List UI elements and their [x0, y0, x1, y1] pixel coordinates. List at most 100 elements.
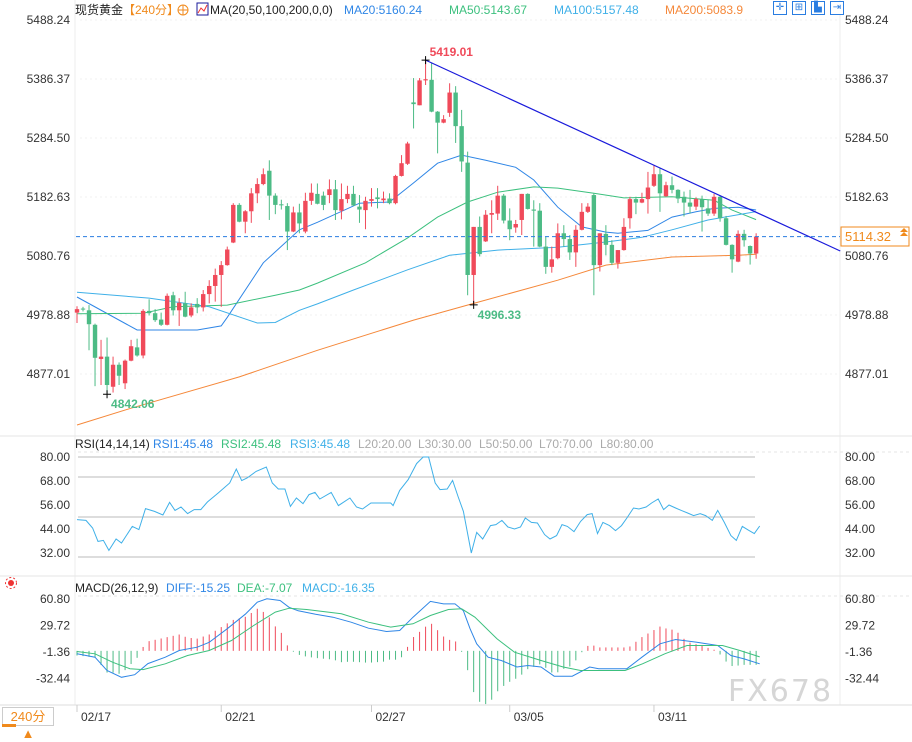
candle-body [176, 302, 182, 311]
candle [387, 193, 392, 205]
scroll-to-latest-icon[interactable] [900, 228, 908, 236]
rsi-name: RSI(14,14,14) [75, 437, 150, 451]
candle [116, 362, 122, 386]
instrument-name: 现货黄金 [75, 2, 123, 17]
candle [291, 206, 296, 233]
trendline [425, 59, 841, 252]
indicator-chart-icon[interactable] [196, 2, 209, 16]
candle-body [627, 199, 633, 219]
candle [110, 356, 116, 393]
candle-body [279, 204, 284, 206]
candle [501, 193, 506, 224]
candle-body [513, 224, 518, 228]
candle-body [555, 233, 560, 259]
candle [699, 195, 705, 232]
ma200-value: MA200:5083.9 [665, 3, 743, 17]
candle [351, 185, 356, 207]
candle [555, 223, 560, 260]
rsi-tick-right: 32.00 [845, 546, 875, 560]
rsi2-value: RSI2:45.48 [221, 437, 281, 451]
candle [158, 312, 164, 326]
candle-body [158, 319, 164, 325]
candle-body [729, 244, 735, 260]
candle-body [327, 189, 332, 196]
candle-body [92, 324, 98, 358]
candle-body [297, 212, 302, 224]
candle [333, 179, 338, 220]
candle-body [188, 307, 194, 316]
zoom-fit-icon[interactable]: ⊞ [792, 1, 806, 15]
candle-body [681, 196, 687, 203]
candle-body [441, 119, 446, 123]
candle [585, 203, 591, 214]
rsi-tick-left: 32.00 [40, 546, 70, 560]
candle [92, 323, 98, 387]
candle [369, 188, 374, 207]
candle-body [303, 200, 308, 232]
candle [303, 192, 308, 234]
candle-body [339, 199, 344, 211]
rsi-tick-left: 44.00 [40, 522, 70, 536]
candle [603, 225, 609, 256]
candle [645, 171, 651, 214]
extreme-marker [469, 300, 478, 309]
kline-chart[interactable]: 5488.24 5488.24 5386.37 5386.37 5284.50 5284.… [0, 0, 912, 727]
candle [176, 298, 182, 326]
candle-body [182, 303, 188, 317]
time-tick-label: 02/27 [375, 710, 405, 724]
candle-body [645, 187, 651, 200]
price-tick-right: 4978.88 [845, 308, 889, 322]
bar-chart-icon[interactable]: ▙ [811, 1, 825, 15]
candle-body [543, 246, 548, 267]
candle [633, 196, 639, 215]
candle-body [561, 233, 567, 240]
ma50-value: MA50:5143.67 [449, 3, 527, 17]
candle [465, 151, 470, 296]
exit-icon[interactable]: ⇥ [830, 1, 844, 15]
candle-body [267, 170, 272, 196]
macd-tick-left: -32.44 [36, 672, 70, 686]
candle [399, 155, 404, 177]
macd-settings-icon[interactable] [5, 577, 17, 589]
candle-body [609, 244, 615, 263]
period-label[interactable]: 【240分】 [123, 3, 179, 17]
candle-body [501, 195, 506, 221]
candle [573, 225, 579, 267]
candle-body [74, 309, 80, 313]
candle [273, 193, 278, 215]
candle-body [579, 211, 585, 230]
candle-body [285, 206, 290, 232]
ma-indicator-name: MA(20,50,100,200,0,0) [210, 3, 333, 17]
candle-body [639, 199, 645, 203]
candle-body [687, 202, 693, 207]
candle-body [657, 174, 663, 194]
ma100-value: MA100:5157.48 [554, 3, 639, 17]
candle-body [717, 196, 723, 219]
time-tick-label: 02/17 [81, 710, 111, 724]
candle-body [333, 189, 338, 211]
candle-body [345, 193, 350, 200]
price-tick-left: 5488.24 [27, 13, 71, 27]
crosshair-icon[interactable]: ✛ [773, 1, 787, 15]
price-tick-right: 5386.37 [845, 72, 889, 86]
candle [182, 291, 188, 318]
settings-icon[interactable] [177, 4, 189, 16]
candle-body [399, 163, 404, 176]
candle-body [753, 236, 759, 254]
time-axis: 02/17 02/21 02/27 03/05 03/11 [76, 705, 687, 724]
candle [309, 183, 314, 205]
rsi-line [76, 456, 761, 554]
candle-body [693, 199, 699, 207]
candle [657, 168, 663, 212]
last-price-value: 5114.32 [845, 229, 891, 244]
price-axis: 5488.24 5488.24 5386.37 5386.37 5284.50 5284.… [27, 13, 889, 381]
candlestick-plot[interactable]: 5419.01 4996.33 4842.06 [74, 45, 841, 426]
candle-body [291, 212, 296, 232]
candle [375, 188, 380, 209]
macd-dea-value: DEA:-7.07 [237, 581, 293, 595]
watermark: FX678 [728, 674, 834, 709]
candle-body [357, 206, 362, 210]
candle-body [531, 209, 536, 211]
time-tick-label: 03/11 [658, 710, 687, 724]
candle [267, 160, 272, 220]
